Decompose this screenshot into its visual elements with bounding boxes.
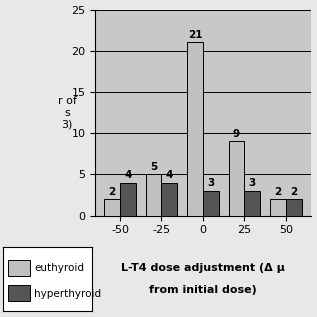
Text: euthyroid: euthyroid: [34, 263, 84, 273]
Bar: [286, 199, 301, 216]
Text: 2: 2: [108, 187, 116, 197]
Text: hyperthyroid: hyperthyroid: [34, 288, 101, 299]
Text: 5: 5: [150, 162, 157, 172]
Text: 9: 9: [233, 129, 240, 139]
Bar: [270, 199, 286, 216]
Text: 3: 3: [249, 178, 256, 188]
Bar: [161, 183, 177, 216]
Bar: [203, 191, 219, 216]
Text: from initial dose): from initial dose): [149, 285, 257, 295]
FancyBboxPatch shape: [8, 260, 30, 276]
Bar: [244, 191, 260, 216]
Bar: [146, 174, 161, 216]
Text: 3: 3: [207, 178, 214, 188]
Text: 2: 2: [290, 187, 297, 197]
Text: L-T4 dose adjustment (Δ μ: L-T4 dose adjustment (Δ μ: [121, 263, 285, 273]
Bar: [120, 183, 136, 216]
Bar: [187, 42, 203, 216]
Y-axis label: r of
s
3): r of s 3): [58, 96, 76, 129]
Text: 2: 2: [274, 187, 281, 197]
Bar: [229, 141, 244, 216]
Text: 4: 4: [124, 170, 132, 180]
Bar: [104, 199, 120, 216]
Text: 4: 4: [165, 170, 173, 180]
Text: 21: 21: [188, 30, 202, 40]
FancyBboxPatch shape: [8, 285, 30, 301]
